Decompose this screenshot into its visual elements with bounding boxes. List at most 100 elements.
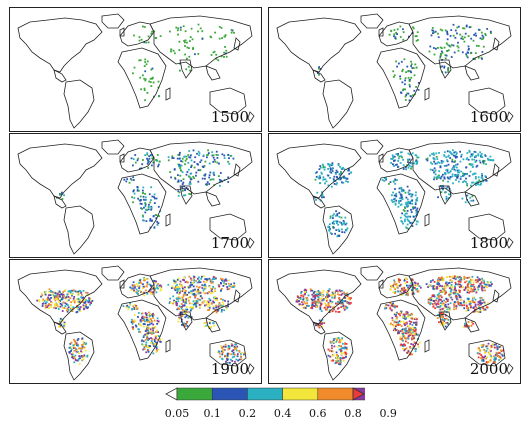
coastline-greenland [360,265,384,281]
coastline-australia [468,87,506,115]
coastline-northAmerica [276,17,362,73]
coastline-japan [492,37,500,51]
year-label: 1600 [469,108,508,126]
legend-tick-label: 0.1 [203,407,221,420]
coastline-asia [149,141,253,195]
coastline-uk [119,27,125,37]
coastline-southAmerica [63,79,95,129]
map-panel-1800: 1800 [268,133,521,258]
land-use-data [132,23,235,102]
legend-tick-label: 0.8 [344,407,362,420]
legend-high-arrow [352,387,365,401]
coastline-australia [468,339,506,367]
coastline-india [179,59,193,79]
coastline-japan [233,163,241,177]
coastline-nz [506,111,514,123]
legend-swatch [282,387,319,401]
coastline-india [438,311,452,331]
coastline-uk [119,279,125,289]
coastline-nz [247,363,255,375]
coastline-centralAm [312,69,326,83]
year-label: 1700 [210,234,249,252]
coastline-europe [119,273,155,299]
legend-tick-label: 0.4 [273,407,292,420]
coastline-northAmerica [17,17,103,73]
coastline-australia [468,213,506,241]
coastline-australia [209,213,247,241]
map-panel-1700: 1700 [9,133,262,258]
coastline-europe [119,147,155,173]
coastline-japan [492,289,500,303]
coastline-africa [376,173,426,235]
coastline-africa [117,173,167,235]
coastline-asia [149,267,253,321]
coastline-uk [378,153,384,163]
coastline-india [179,185,193,205]
coastline-madagascar [424,87,430,101]
coastline-africa [376,47,426,109]
coastline-northAmerica [17,269,103,325]
coastline-centralAm [312,321,326,335]
coastlines [17,265,255,381]
coastline-asia [408,15,512,69]
legend-tick-label: 0.9 [379,407,397,420]
coastline-northAmerica [17,143,103,199]
legend-tick-label: 0.6 [309,407,327,420]
world-map [17,139,255,255]
coastline-uk [119,153,125,163]
coastline-nz [506,237,514,249]
coastline-greenland [101,13,125,29]
coastline-centralAm [53,321,67,335]
coastline-seAsia [464,65,480,81]
coastline-centralAm [312,195,326,209]
coastline-asia [408,141,512,195]
land-use-data [317,23,492,102]
coastline-asia [408,267,512,321]
world-map [276,13,514,129]
coastline-northAmerica [276,143,362,199]
world-map [17,265,255,381]
coastline-india [438,59,452,79]
coastline-madagascar [424,213,430,227]
world-map [276,139,514,255]
coastline-australia [209,87,247,115]
color-scale-legend: 0.05 0.1 0.2 0.4 0.6 0.8 0.9 [164,387,397,427]
coastlines [276,13,514,129]
coastline-southAmerica [63,331,95,381]
color-bar [165,387,365,401]
coastline-northAmerica [276,269,362,325]
map-panel-2000: 2000 [268,259,521,384]
coastline-southAmerica [322,205,354,255]
coastline-seAsia [464,317,480,333]
coastline-seAsia [205,65,221,81]
coastline-japan [233,37,241,51]
coastline-australia [209,339,247,367]
world-map [276,265,514,381]
coastlines [17,13,255,129]
coastline-seAsia [205,191,221,207]
map-panel-1900: 1900 [9,259,262,384]
coastline-madagascar [424,339,430,353]
year-label: 2000 [469,360,508,378]
coastlines [276,265,514,381]
coastline-india [438,185,452,205]
coastline-europe [378,21,414,47]
coastline-africa [376,299,426,361]
legend-tick-label: 0.2 [238,407,257,420]
coastline-southAmerica [322,79,354,129]
coastline-madagascar [165,213,171,227]
legend-tick-label: 0.05 [164,407,190,420]
coastline-greenland [360,13,384,29]
map-panel-1500: 1500 [9,7,262,132]
world-map [17,13,255,129]
year-label: 1900 [210,360,249,378]
coastline-africa [117,299,167,361]
coastline-japan [492,163,500,177]
coastline-madagascar [165,87,171,101]
coastline-greenland [101,265,125,281]
coastline-seAsia [205,317,221,333]
coastline-europe [378,147,414,173]
coastline-centralAm [53,69,67,83]
year-label: 1500 [210,108,249,126]
map-panel-1600: 1600 [268,7,521,132]
